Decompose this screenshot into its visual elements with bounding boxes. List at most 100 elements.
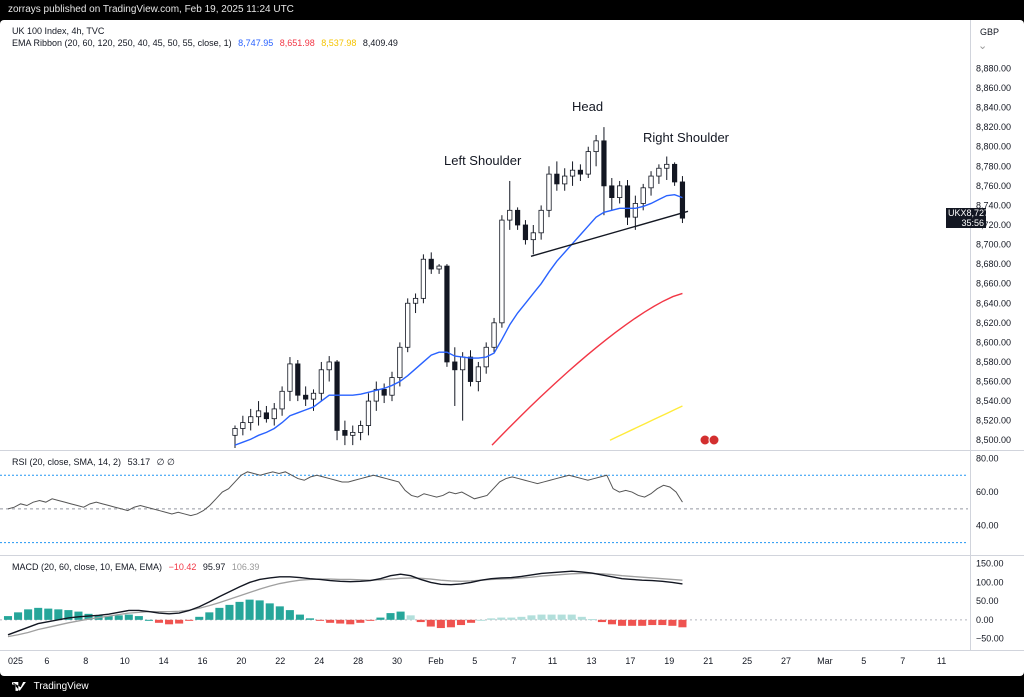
- macd-tick-label: 150.00: [976, 559, 1004, 569]
- candle-body: [593, 140, 599, 153]
- macd-histogram-bar: [456, 619, 466, 626]
- macd-histogram-bar: [638, 619, 647, 626]
- price-tick-label: 8,780.00: [976, 161, 1011, 171]
- last-price-tag: UKX 8,727.23 35:56: [946, 208, 1002, 228]
- candle-body: [412, 297, 419, 304]
- macd-histogram-bar: [124, 614, 133, 620]
- rsi-tick-label: 60.00: [976, 487, 999, 497]
- currency-dropdown-icon[interactable]: ⌄: [978, 40, 988, 52]
- candle-body: [679, 181, 686, 219]
- candle-body: [373, 388, 379, 402]
- macd-histogram-bar: [547, 614, 556, 620]
- ema-indicator-label[interactable]: EMA Ribbon (20, 60, 120, 250, 40, 45, 50…: [12, 38, 232, 48]
- price-tick-label: 8,680.00: [976, 259, 1011, 269]
- price-tick-label: 8,740.00: [976, 200, 1011, 210]
- time-tick-label: 8: [83, 656, 88, 666]
- candle-body: [632, 203, 638, 218]
- candle-body: [350, 431, 356, 436]
- macd-value-hist: −10.42: [168, 562, 197, 572]
- candle-body: [562, 175, 568, 185]
- time-tick-label: 24: [314, 656, 324, 666]
- candle-body: [585, 151, 591, 175]
- time-tick-label: 11: [548, 656, 557, 666]
- macd-histogram-bar: [537, 614, 546, 620]
- time-tick-label: 025: [8, 656, 23, 666]
- macd-histogram-bar: [658, 619, 667, 626]
- symbol-title[interactable]: UK 100 Index, 4h, TVC: [12, 26, 105, 36]
- macd-histogram-bar: [386, 613, 395, 620]
- candle-body: [310, 392, 317, 400]
- rsi-tick-label: 40.00: [976, 521, 999, 531]
- time-tick-label: 22: [275, 656, 285, 666]
- tradingview-logo-icon: [12, 681, 26, 691]
- macd-histogram-bar: [54, 609, 63, 620]
- candle-body: [656, 167, 662, 177]
- macd-histogram-bar: [507, 617, 516, 620]
- time-tick-label: 20: [236, 656, 246, 666]
- candle-body: [507, 209, 513, 221]
- time-tick-label: 28: [353, 656, 363, 666]
- macd-histogram-bar: [607, 619, 617, 625]
- macd-title[interactable]: MACD (20, 60, close, 10, EMA, EMA): [12, 562, 163, 572]
- price-tag-symbol: UKX: [948, 208, 967, 218]
- macd-histogram-bar: [305, 618, 315, 620]
- macd-tick-label: 50.00: [976, 596, 999, 606]
- candle-body: [263, 412, 270, 420]
- candle-body: [648, 175, 654, 189]
- macd-histogram-bar: [477, 619, 486, 621]
- macd-histogram-bar: [165, 619, 174, 625]
- candle-body: [255, 410, 262, 418]
- candle-body: [452, 361, 458, 371]
- price-tick-label: 8,860.00: [976, 83, 1011, 93]
- ema-value-4: 8,409.49: [362, 38, 398, 48]
- time-tick-label: 30: [392, 656, 402, 666]
- currency-label[interactable]: GBP: [980, 27, 1000, 37]
- macd-value-signal: 106.39: [231, 562, 260, 572]
- macd-histogram-bar: [587, 619, 596, 621]
- candle-body: [342, 430, 348, 436]
- macd-line: [7, 570, 683, 636]
- macd-histogram-bar: [628, 619, 637, 626]
- publisher-line: zorrays published on TradingView.com, Fe…: [0, 0, 1024, 20]
- chart-canvas[interactable]: 8,880.00 8,860.00 8,840.00 8,820.00 8,800.00…: [0, 20, 1024, 676]
- rsi-title[interactable]: RSI (20, close, SMA, 14, 2): [12, 457, 122, 467]
- macd-histogram-bar: [24, 609, 33, 620]
- macd-histogram-bar: [255, 600, 264, 620]
- price-tick-label: 8,580.00: [976, 357, 1011, 367]
- candle-body: [467, 356, 474, 382]
- main-legend-title: UK 100 Index, 4h, TVC: [12, 26, 108, 36]
- time-tick-label: 6: [44, 656, 49, 666]
- rsi-extra: ∅ ∅: [156, 457, 175, 467]
- macd-tick-label: 100.00: [976, 577, 1004, 587]
- price-tick-label: 8,840.00: [976, 103, 1011, 113]
- macd-histogram-bar: [346, 619, 355, 625]
- macd-histogram-bar: [84, 613, 93, 620]
- macd-histogram-bar: [285, 610, 294, 620]
- macd-histogram-bar: [416, 619, 425, 623]
- macd-histogram-bar: [436, 619, 445, 629]
- neckline-trendline: [530, 210, 689, 257]
- macd-histogram-bar: [34, 607, 43, 620]
- candle-body: [624, 185, 631, 218]
- time-tick-label: 5: [861, 656, 866, 666]
- macd-histogram-bar: [597, 619, 606, 623]
- time-tick-label: 14: [159, 656, 169, 666]
- candle-body: [530, 232, 536, 241]
- macd-histogram-bar: [336, 619, 345, 624]
- candle-body: [326, 361, 332, 371]
- candle-body: [522, 224, 529, 241]
- pattern-annotation: Right Shoulder: [643, 130, 730, 145]
- candle-body: [640, 187, 646, 204]
- footer-brand-text: TradingView: [33, 681, 89, 692]
- time-tick-label: 5: [472, 656, 477, 666]
- macd-histogram-bar: [74, 611, 83, 620]
- ema-120-line: [609, 405, 683, 441]
- candle-body: [569, 169, 576, 177]
- macd-histogram-bar: [648, 619, 657, 626]
- footer-brand: TradingView: [0, 676, 1024, 697]
- candle-body: [546, 173, 552, 211]
- macd-histogram-bar: [185, 619, 194, 621]
- time-tick-label: Feb: [428, 656, 444, 666]
- macd-histogram-bar: [154, 619, 164, 623]
- candle-body: [664, 163, 670, 169]
